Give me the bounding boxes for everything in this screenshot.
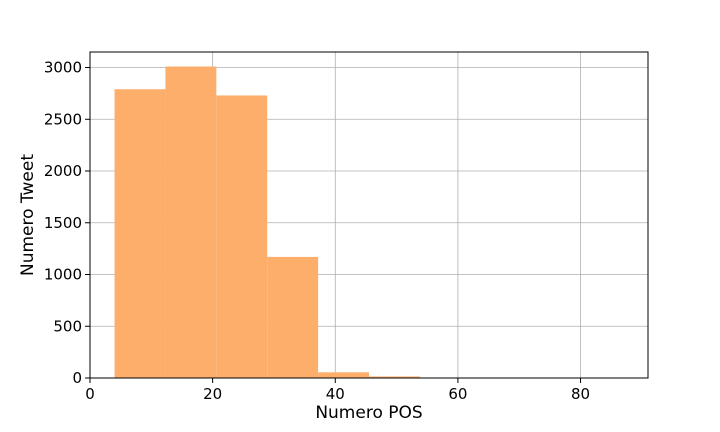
x-tick-label: 40	[326, 385, 345, 403]
y-axis-ticks: 0 500 1000 1500 2000 2500 3000	[44, 59, 90, 387]
x-tick-label: 20	[203, 385, 222, 403]
y-tick-label: 0	[72, 369, 82, 387]
histogram-bar	[114, 89, 166, 378]
x-tick-label: 60	[448, 385, 467, 403]
y-tick-label: 1000	[44, 266, 82, 284]
histogram-bars	[114, 66, 624, 378]
x-axis-ticks: 0 20 40 60 80	[85, 378, 590, 403]
y-tick-label: 2500	[44, 110, 82, 128]
y-tick-label: 2000	[44, 162, 82, 180]
plot-frame	[89, 51, 649, 379]
histogram-bar	[165, 66, 217, 378]
histogram-bar	[369, 376, 420, 378]
x-tick-label: 80	[571, 385, 590, 403]
y-axis-label: Numero Tweet	[18, 154, 38, 276]
y-tick-label: 1500	[44, 214, 82, 232]
y-tick-label: 3000	[44, 59, 82, 77]
x-tick-label: 0	[85, 385, 95, 403]
histogram-bar	[318, 372, 369, 378]
histogram-bar	[216, 95, 268, 378]
y-tick-label: 500	[53, 317, 82, 335]
x-axis-label: Numero POS	[315, 403, 422, 423]
histogram-bar	[267, 256, 319, 378]
